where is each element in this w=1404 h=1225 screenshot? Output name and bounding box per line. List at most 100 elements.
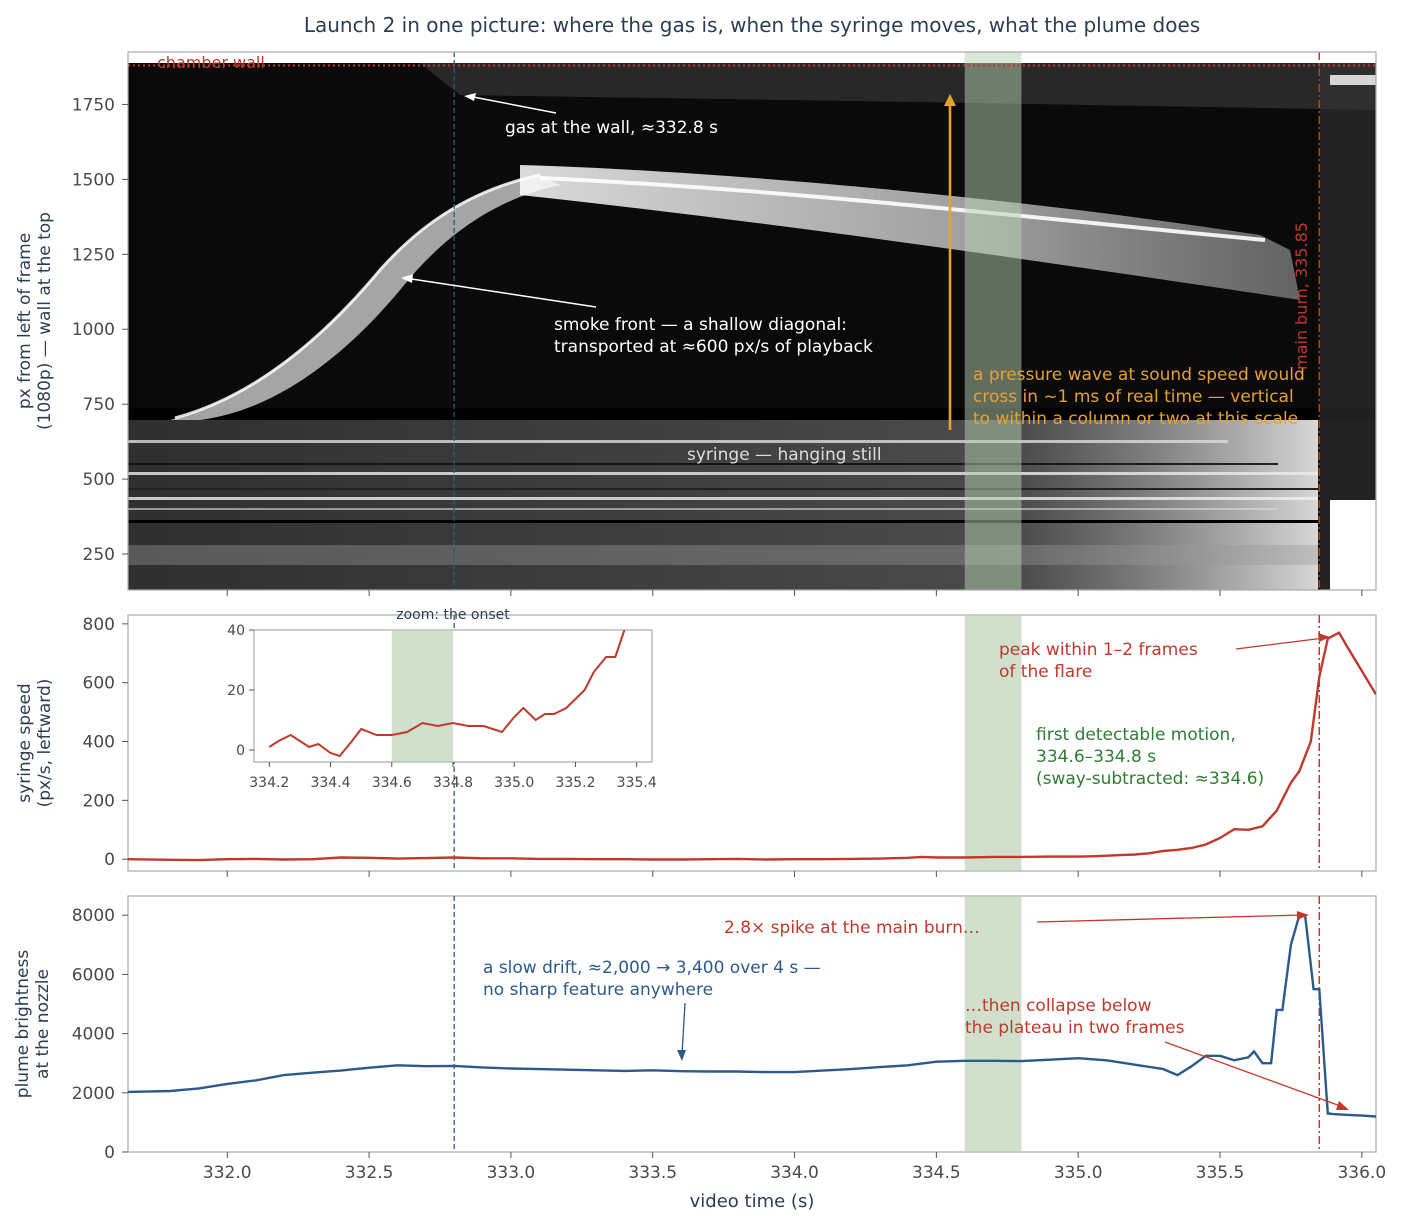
x-tick-label: 333.5 <box>628 1163 677 1183</box>
kymograph-y-ticks: 250 500 750 1000 1250 1500 1750 <box>72 95 128 565</box>
y-tick-label: 500 <box>83 470 115 490</box>
inset-x-ticks: 334.2 334.4 334.6 334.8 335.0 335.2 335.4 <box>249 762 657 791</box>
plume-brightness-frame <box>127 895 1377 1153</box>
kymograph-image <box>128 52 1376 590</box>
plume-band <box>520 165 1300 300</box>
syringe-band <box>128 420 1318 590</box>
inset-x-tick-label: 334.8 <box>433 775 473 791</box>
x-tick-label: 335.5 <box>1196 1163 1245 1183</box>
syringe-speed-ylabel-line2: (px/s, leftward) <box>35 679 55 808</box>
kymograph-ylabel-line1: px from left of frame <box>15 233 35 409</box>
plume-band-core <box>539 176 1266 242</box>
peak-arrowhead <box>1318 633 1330 642</box>
syringe-speed-line <box>128 631 1376 862</box>
flare-bright-base <box>1330 500 1376 590</box>
collapse-annotation-line2: the plateau in two frames <box>965 1018 1185 1038</box>
y-tick-label: 4000 <box>72 1025 115 1045</box>
main-burn-label: main burn, 335.85 <box>1292 222 1311 370</box>
pressure-annotation-line3: to within a column or two at this scale <box>973 409 1298 429</box>
onset-shade <box>964 615 1022 871</box>
gas-wall-annotation: gas at the wall, ≈332.8 s <box>505 118 718 138</box>
inset-x-tick-label: 335.0 <box>494 775 534 791</box>
y-tick-label: 600 <box>83 674 115 694</box>
x-tick-label: 334.5 <box>912 1163 961 1183</box>
kymograph-x-ticks <box>226 590 1363 596</box>
first-motion-annotation-line1: first detectable motion, <box>1036 725 1236 745</box>
x-tick-label: 334.0 <box>770 1163 819 1183</box>
peak-annotation-line1: peak within 1–2 frames <box>999 640 1198 660</box>
drift-arrow <box>681 1002 686 1056</box>
y-tick-label: 1000 <box>72 320 115 340</box>
x-tick-label: 336.0 <box>1337 1163 1386 1183</box>
plume-brightness-x-ticks: 332.0 332.5 333.0 333.5 334.0 334.5 335.0 335.5… <box>203 1152 1386 1183</box>
collapse-arrow <box>1164 1041 1344 1108</box>
x-tick-label: 332.0 <box>203 1163 252 1183</box>
drift-annotation-line2: no sharp feature anywhere <box>483 980 713 1000</box>
pressure-annotation-line2: cross in ~1 ms of real time — vertical <box>973 387 1294 407</box>
spike-annotation: 2.8× spike at the main burn… <box>724 918 980 938</box>
syringe-annotation: syringe — hanging still <box>687 445 882 465</box>
y-tick-label: 800 <box>83 615 115 635</box>
y-tick-label: 750 <box>83 395 115 415</box>
y-tick-label: 250 <box>83 545 115 565</box>
pressure-wave-arrowhead <box>944 94 956 106</box>
kymograph-frame <box>127 51 1377 591</box>
collapse-arrowhead <box>1336 1101 1349 1110</box>
smoke-front-annotation-line2: transported at ≈600 px/s of playback <box>554 337 873 357</box>
smoke-front-annotation-line1: smoke front — a shallow diagonal: <box>554 315 847 335</box>
y-tick-label: 6000 <box>72 965 115 985</box>
inset-speed-line <box>268 630 626 758</box>
first-motion-annotation-line2: 334.6–334.8 s <box>1036 747 1156 767</box>
inset-title: zoom: the onset <box>396 607 510 623</box>
x-tick-label: 332.5 <box>345 1163 394 1183</box>
plume-brightness-y-ticks: 0 2000 4000 6000 8000 <box>72 906 128 1163</box>
flare-bright-top <box>1330 75 1376 85</box>
first-motion-annotation-line3: (sway-subtracted: ≈334.6) <box>1036 769 1264 789</box>
peak-annotation-line2: of the flare <box>999 662 1092 682</box>
syringe-speed-ylabel-line1: syringe speed <box>15 683 35 802</box>
inset-x-tick-label: 334.4 <box>310 775 350 791</box>
plume-brightness-ylabel-line2: at the nozzle <box>33 969 53 1079</box>
syringe-stripe <box>128 497 1318 500</box>
smoke-front-arrow <box>404 277 597 308</box>
inset-x-tick-label: 334.2 <box>249 775 289 791</box>
kymograph-panel: 250 500 750 1000 1250 1500 1750 px from left o… <box>15 51 1377 596</box>
syringe-speed-y-ticks: 0 200 400 600 800 <box>83 615 128 870</box>
inset-y-tick-label: 20 <box>227 683 245 699</box>
syringe-stripe <box>128 472 1318 475</box>
peak-arrow <box>1235 637 1325 650</box>
kymograph-ylabel-line2: (1080p) — wall at the top <box>35 212 55 430</box>
kymograph-gap <box>128 408 1376 420</box>
y-tick-label: 8000 <box>72 906 115 926</box>
wall-haze <box>420 63 1376 110</box>
y-tick-label: 1500 <box>72 170 115 190</box>
plume-brightness-line <box>128 914 1376 1118</box>
y-tick-label: 1250 <box>72 245 115 265</box>
y-tick-label: 2000 <box>72 1084 115 1104</box>
spike-arrowhead <box>1297 911 1309 920</box>
chamber-wall-label: chamber wall <box>157 53 265 72</box>
y-tick-label: 1750 <box>72 95 115 115</box>
y-tick-label: 0 <box>104 1143 115 1163</box>
smoke-front-edge <box>174 173 541 420</box>
syringe-stripe <box>128 440 1228 443</box>
syringe-stripe <box>128 488 1318 490</box>
plume-brightness-ylabel-line1: plume brightness <box>13 950 33 1099</box>
spike-arrow <box>1036 914 1304 923</box>
inset-y-ticks: 0 20 40 <box>227 623 254 759</box>
smoke-front-band <box>170 175 560 420</box>
syringe-speed-x-ticks <box>226 871 1363 877</box>
x-axis-label: video time (s) <box>690 1191 815 1212</box>
inset-y-tick-label: 0 <box>236 743 245 759</box>
inset-x-tick-label: 335.4 <box>617 775 657 791</box>
inset-x-tick-label: 335.2 <box>555 775 595 791</box>
drift-annotation-line1: a slow drift, ≈2,000 → 3,400 over 4 s — <box>483 958 821 978</box>
figure-title: Launch 2 in one picture: where the gas i… <box>304 13 1200 37</box>
y-tick-label: 200 <box>83 791 115 811</box>
drift-arrowhead <box>677 1050 686 1061</box>
syringe-stripe <box>128 463 1278 465</box>
